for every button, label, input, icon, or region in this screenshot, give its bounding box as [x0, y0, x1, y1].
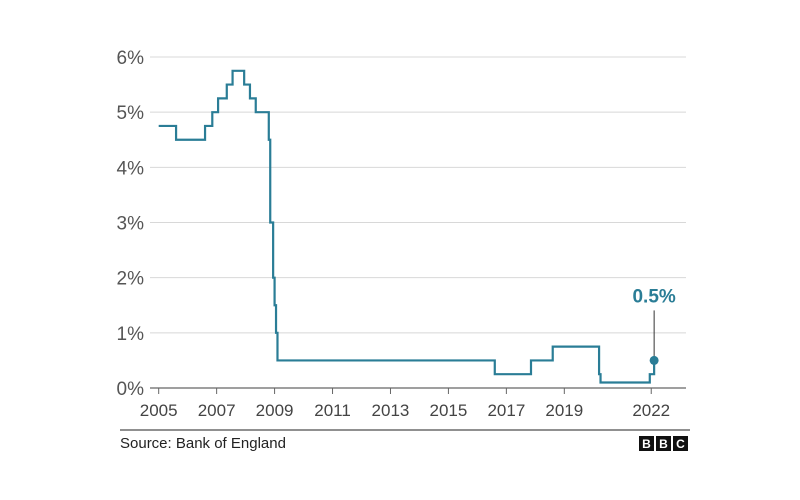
- y-tick-label: 3%: [117, 214, 145, 235]
- bbc-logo-block: [656, 436, 671, 451]
- x-tick-label: 2017: [487, 401, 525, 420]
- x-tick-label: 2009: [256, 401, 294, 420]
- x-tick-label: 2015: [430, 401, 468, 420]
- y-tick-label: 4%: [117, 158, 145, 179]
- current-rate-label: 0.5%: [632, 286, 675, 307]
- x-tick-label: 2005: [140, 401, 178, 420]
- current-rate-point: [649, 355, 659, 365]
- series-line-bank-rate: [158, 69, 656, 384]
- y-tick-label: 2%: [117, 269, 145, 290]
- bbc-logo-letter: B: [642, 437, 651, 451]
- bbc-logo-block: [639, 436, 654, 451]
- x-axis-ticks: 2005 2007 2009 2011 2013 2015 2017 2019 2022: [140, 388, 670, 420]
- gridlines: [150, 56, 686, 334]
- y-tick-label: 1%: [117, 324, 145, 345]
- y-tick-label: 0%: [117, 379, 145, 400]
- bbc-logo-block: [673, 436, 688, 451]
- x-tick-label: 2022: [632, 401, 670, 420]
- source-note: Source: Bank of England: [120, 435, 286, 452]
- bbc-logo-letter: B: [659, 437, 668, 451]
- x-tick-label: 2013: [372, 401, 410, 420]
- x-tick-label: 2011: [314, 401, 351, 420]
- x-tick-label: 2019: [545, 401, 583, 420]
- y-tick-label: 6%: [117, 48, 145, 69]
- x-tick-label: 2007: [198, 401, 236, 420]
- bbc-logo-letter: C: [676, 437, 685, 451]
- y-axis-ticks: 0% 1% 2% 3% 4% 5% 6%: [117, 48, 145, 400]
- y-tick-label: 5%: [117, 103, 145, 124]
